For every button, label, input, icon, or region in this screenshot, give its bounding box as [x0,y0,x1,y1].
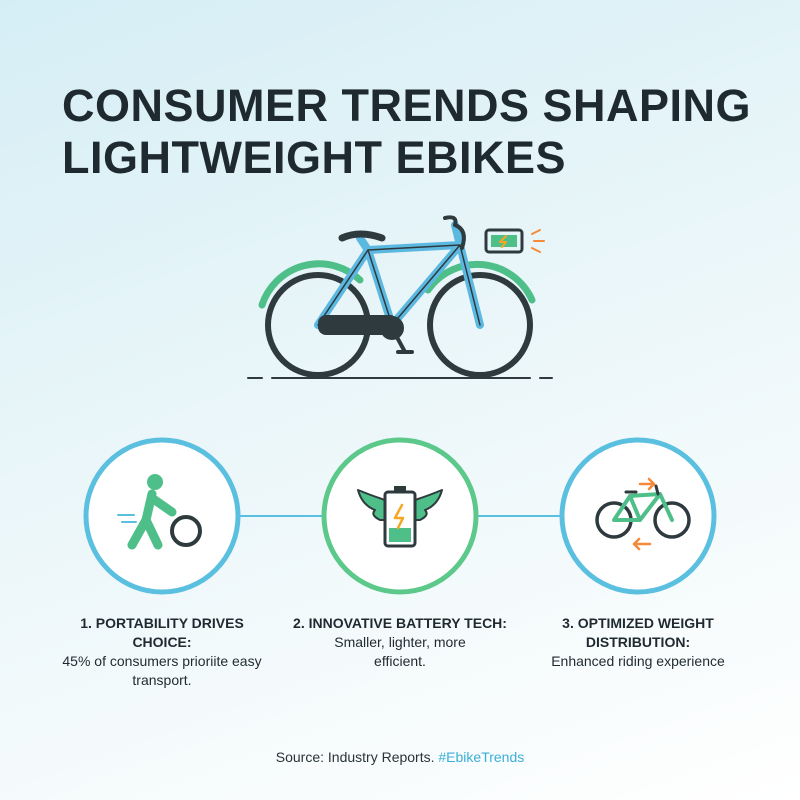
trend-title: 3. OPTIMIZED WEIGHT DISTRIBUTION: [562,615,714,650]
trend-item: 3. OPTIMIZED WEIGHT DISTRIBUTION: Enhanc… [548,614,728,671]
title-line: CONSUMER TRENDS SHAPING [62,80,752,131]
title-line: LIGHTWEIGHT EBIKES [62,132,566,183]
bike-illustration [247,215,553,379]
battery-icon [357,486,443,548]
icon-circle [83,437,241,595]
trend-description: Enhanced riding experience [551,653,725,669]
trend-item: 1. PORTABILITY DRIVES CHOICE: 45% of con… [52,614,272,690]
footer: Source: Industry Reports. #EbikeTrends [0,749,800,765]
trend-description: 45% of consumers prioriite easy transpor… [62,653,262,688]
source: Source: Industry Reports. [275,749,435,765]
trend-description: Smaller, lighter, more efficient. [334,634,466,669]
trend-title: 1. PORTABILITY DRIVES CHOICE: [80,615,244,650]
weight-icon [595,477,691,551]
trend-title: 2. INNOVATIVE BATTERY TECH: [293,615,507,631]
hashtag[interactable]: #EbikeTrends [438,749,525,765]
trend-item: 2. INNOVATIVE BATTERY TECH: Smaller, lig… [290,614,510,671]
portability-icon [117,474,202,550]
